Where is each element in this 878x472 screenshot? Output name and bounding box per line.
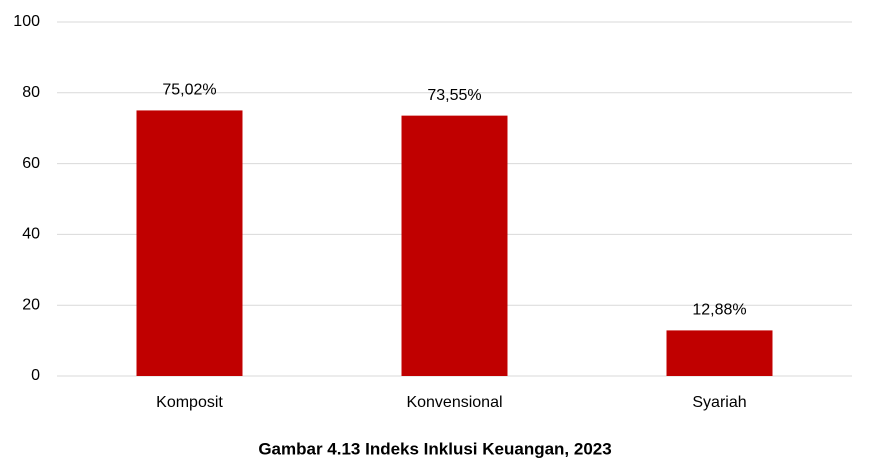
chart-title: Gambar 4.13 Indeks Inklusi Keuangan, 202… (258, 439, 611, 458)
x-tick-label: Konvensional (406, 394, 502, 411)
y-tick-label: 60 (22, 155, 40, 172)
bar (136, 110, 243, 376)
value-label: 12,88% (692, 302, 746, 319)
value-label: 73,55% (427, 87, 481, 104)
y-tick-label: 80 (22, 84, 40, 101)
bar (401, 115, 508, 377)
x-tick-label: Komposit (156, 394, 223, 411)
y-tick-label: 20 (22, 296, 40, 313)
bar (666, 330, 773, 376)
y-tick-label: 100 (13, 13, 40, 30)
y-tick-label: 40 (22, 226, 40, 243)
x-tick-label: Syariah (692, 394, 746, 411)
value-label: 75,02% (162, 82, 216, 99)
y-tick-label: 0 (31, 367, 40, 384)
